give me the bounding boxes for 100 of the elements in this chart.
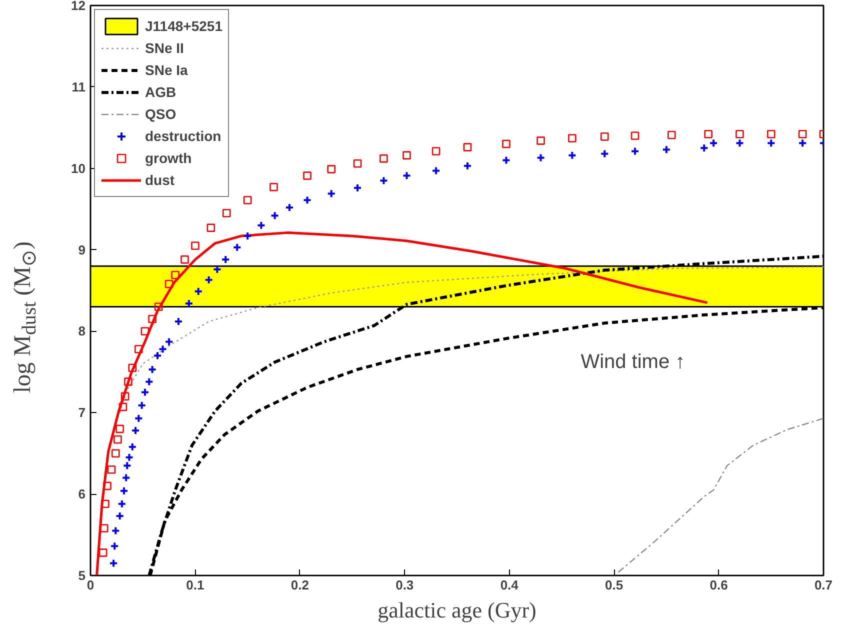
point [536,153,546,162]
point [98,548,108,557]
y-tick-label: 12 [71,0,86,13]
point [124,378,132,386]
point [303,172,312,180]
point [222,208,231,218]
point [704,130,712,138]
point [134,344,143,354]
point [270,182,278,192]
point [432,166,441,176]
point [568,134,576,142]
point [110,542,120,551]
point [134,414,144,423]
point [630,146,640,156]
point [116,424,124,434]
line-series [96,231,709,576]
point [118,402,128,412]
point [164,337,174,346]
point [243,196,252,204]
point [379,176,388,186]
point [107,465,116,474]
line-series [119,266,824,414]
point [194,286,203,296]
point [144,377,154,386]
point [353,183,362,192]
point [128,364,137,372]
point [232,242,242,252]
y-tick-label: 7 [78,405,86,420]
point [600,149,610,158]
point [798,138,808,148]
legend-label: SNe Ia [145,62,188,78]
y-tick-label: 6 [78,486,86,502]
legend-label: QSO [145,106,176,122]
line-series [618,418,824,573]
point [171,270,180,280]
point [122,461,132,470]
legend-label: dust [145,172,175,188]
annotation: Wind time ↑ [580,350,686,373]
point [766,138,776,148]
point [154,302,163,311]
point [120,392,130,401]
y-tick-label: 8 [78,324,86,339]
y-tick-label: 5 [78,568,86,583]
point [114,435,122,444]
point [462,161,472,170]
point [164,280,174,288]
point [124,452,134,462]
point [353,159,362,168]
point [402,151,411,160]
point [111,526,120,536]
x-tick-label: 0.4 [500,578,520,592]
legend-label: J1148+5251 [145,18,222,34]
point [709,138,718,148]
x-tick-label: 0.7 [814,578,833,592]
point [700,144,709,152]
y-tick-label: 10 [71,160,86,176]
point [463,143,472,152]
point [212,264,222,274]
point [735,138,744,148]
x-tick-label: 0.2 [290,578,309,592]
point [204,275,214,284]
point [432,147,440,156]
point [502,140,510,148]
legend-label: destruction [145,128,222,144]
point [140,388,150,397]
point [630,132,640,140]
point [662,145,671,154]
point [109,558,118,568]
point [600,132,609,141]
point [798,130,807,138]
point [180,255,189,264]
point [766,130,776,138]
point [137,400,146,410]
point [148,314,156,324]
point [502,156,511,165]
point [206,224,216,232]
point [140,327,150,336]
point [103,482,112,490]
point [128,442,137,452]
point [327,165,336,174]
point [380,154,388,163]
point [736,130,744,138]
point [270,211,280,220]
x-tick-label: 0.5 [605,578,624,592]
x-tick-label: 0.1 [186,578,204,592]
point [111,449,120,458]
y-tick-label: 9 [78,242,86,258]
point [668,130,676,140]
x-tick-label: 0 [86,578,94,592]
point [568,150,577,160]
x-axis-title: galactic age (Gyr) [378,598,536,622]
point [256,220,266,230]
point [117,499,126,508]
legend-label: growth [145,150,192,166]
point [402,171,412,180]
point [302,196,312,205]
point [122,473,131,482]
y-tick-label: 11 [72,79,86,94]
point [536,136,545,145]
legend-label: AGB [145,84,176,100]
